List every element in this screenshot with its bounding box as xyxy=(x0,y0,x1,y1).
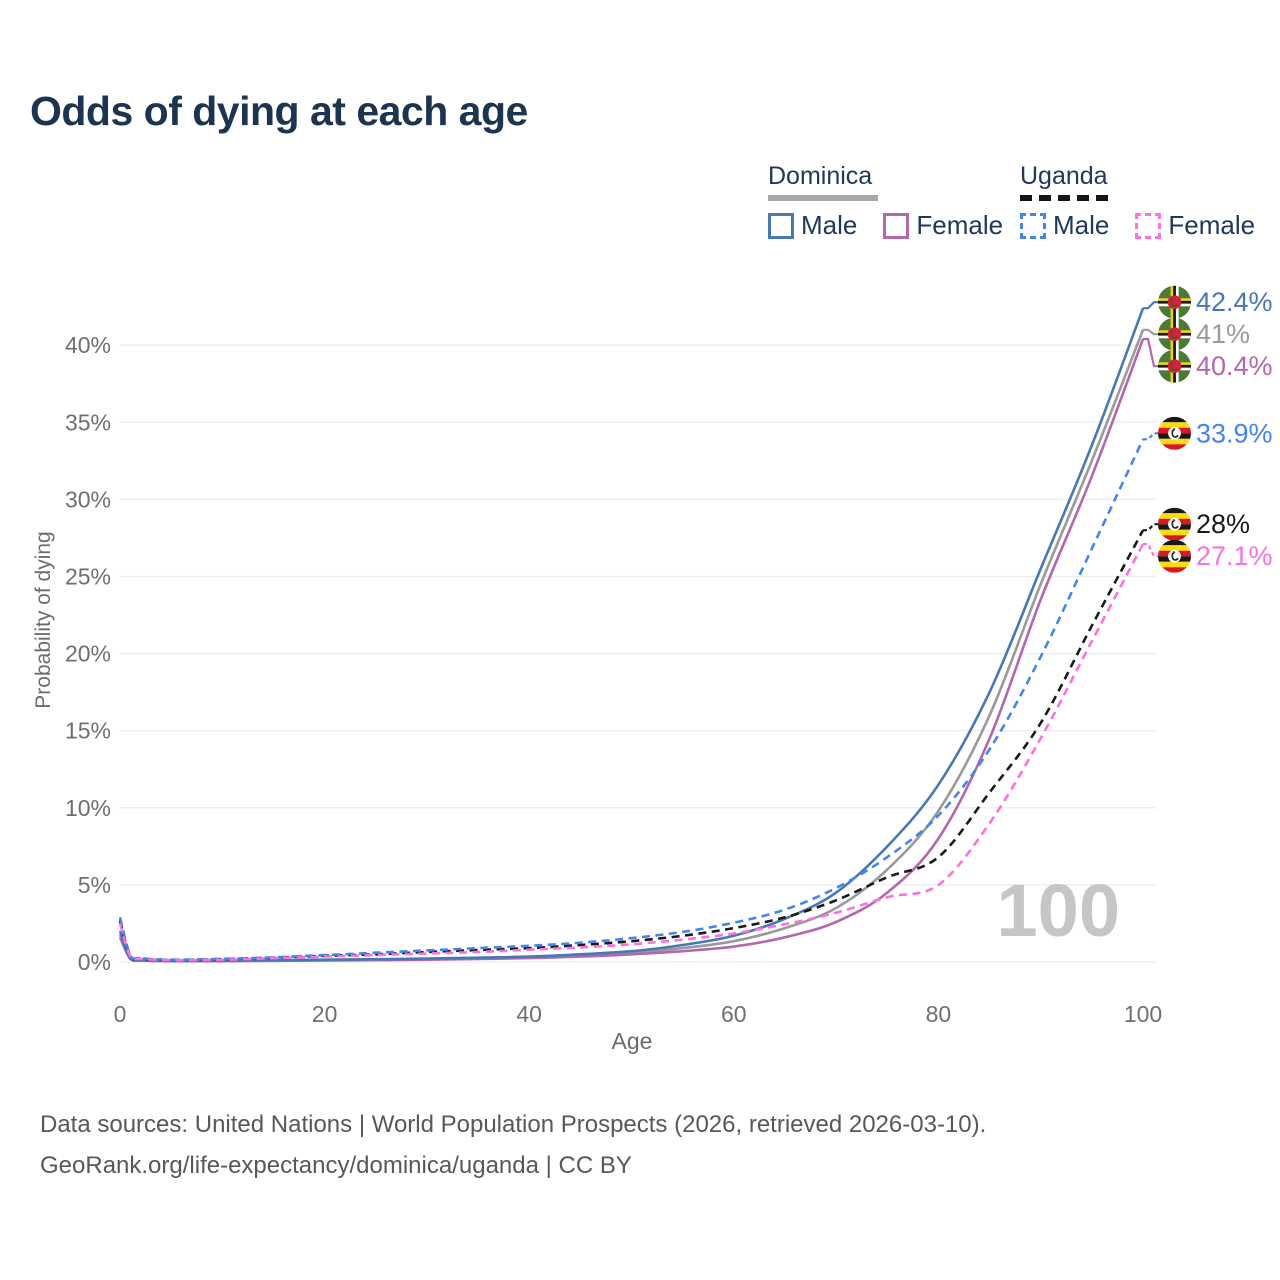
end-label-layer: 42.4%41%40.4% 33.9% 28%27.1% xyxy=(1143,286,1273,573)
series-line-dominica-male[interactable] xyxy=(118,307,1145,963)
dominica-flag-icon xyxy=(1158,318,1191,351)
legend-group-dominica-name: Dominica xyxy=(768,162,873,190)
x-axis-label: Age xyxy=(611,1028,653,1054)
grid-layer xyxy=(119,344,1156,963)
chart-title: Odds of dying at each age xyxy=(30,88,528,134)
legend-label-uganda-male: Male xyxy=(1053,210,1110,240)
series-line-uganda-all[interactable] xyxy=(118,529,1145,962)
end-label-uganda-all: 28% xyxy=(1143,508,1250,541)
end-label-dominica-female: 40.4% xyxy=(1143,337,1273,383)
attribution-text: GeoRank.org/life-expectancy/dominica/uga… xyxy=(40,1152,632,1179)
leader-line xyxy=(1143,523,1158,532)
end-value-label: 27.1% xyxy=(1196,541,1273,571)
leader-line xyxy=(1143,337,1158,368)
end-value-label: 33.9% xyxy=(1196,418,1273,448)
x-tick-label: 40 xyxy=(516,1001,542,1027)
footer: Data sources: United Nations | World Pop… xyxy=(40,1104,986,1186)
x-tick-label: 100 xyxy=(1124,1001,1162,1027)
y-tick-label: 25% xyxy=(65,564,111,590)
legend-label-uganda-female: Female xyxy=(1168,210,1256,240)
y-tick-label: 15% xyxy=(65,718,111,744)
end-value-label: 42.4% xyxy=(1196,287,1273,317)
leader-line xyxy=(1143,432,1158,441)
axis-tick-labels: 0% 5% 10% 15% 20% 25% 30% 35% 40% 0 20 40 60 80 100 xyxy=(65,332,1162,1027)
end-value-label: 41% xyxy=(1196,319,1250,349)
y-tick-label: 20% xyxy=(65,641,111,667)
dominica-flag-icon xyxy=(1158,350,1191,383)
uganda-flag-icon xyxy=(1158,417,1191,450)
data-sources-text: Data sources: United Nations | World Pop… xyxy=(40,1111,987,1138)
x-tick-label: 0 xyxy=(114,1001,127,1027)
y-tick-label: 30% xyxy=(65,486,111,512)
legend-item-uganda-male[interactable]: Male xyxy=(1020,210,1109,241)
legend-item-dominica-male[interactable]: Male xyxy=(768,210,857,241)
y-tick-label: 40% xyxy=(65,332,111,358)
y-tick-label: 35% xyxy=(65,409,111,435)
dominica-line-swatch xyxy=(768,195,878,201)
x-tick-label: 80 xyxy=(926,1001,952,1027)
uganda-female-swatch-icon xyxy=(1135,212,1162,239)
legend-item-uganda-female[interactable]: Female xyxy=(1135,210,1255,241)
end-label-dominica-all: 41% xyxy=(1143,318,1250,351)
dominica-female-swatch-icon xyxy=(883,212,910,239)
uganda-flag-icon xyxy=(1158,508,1191,541)
plot-area xyxy=(118,307,1145,963)
legend-group-uganda-name: Uganda xyxy=(1020,162,1108,190)
series-line-dominica-female[interactable] xyxy=(118,338,1145,963)
series-line-uganda-female[interactable] xyxy=(118,543,1145,962)
watermark-age-100: 100 xyxy=(996,869,1120,952)
uganda-line-swatch xyxy=(1020,195,1108,201)
dominica-flag-icon xyxy=(1158,286,1191,319)
y-axis-label: Probability of dying xyxy=(32,531,55,709)
legend-label-dominica-male: Male xyxy=(801,210,858,240)
x-tick-label: 20 xyxy=(312,1001,338,1027)
dominica-male-swatch-icon xyxy=(768,212,794,239)
end-label-uganda-female: 27.1% xyxy=(1143,540,1273,573)
uganda-male-swatch-icon xyxy=(1020,212,1046,239)
legend-group-uganda: Uganda Male Female xyxy=(1020,162,1280,241)
y-tick-label: 10% xyxy=(65,795,111,821)
x-tick-label: 60 xyxy=(721,1001,747,1027)
series-line-uganda-male[interactable] xyxy=(118,438,1145,962)
legend-label-dominica-female: Female xyxy=(916,210,1004,240)
end-label-dominica-male: 42.4% xyxy=(1143,286,1273,319)
leader-line xyxy=(1143,543,1158,558)
leader-line xyxy=(1143,301,1158,310)
end-label-uganda-male: 33.9% xyxy=(1143,417,1273,450)
legend-group-dominica: Dominica Male Female xyxy=(768,162,1029,241)
y-tick-label: 5% xyxy=(78,872,111,898)
end-value-label: 28% xyxy=(1196,509,1250,539)
y-tick-label: 0% xyxy=(78,949,111,975)
end-value-label: 40.4% xyxy=(1196,351,1273,381)
legend-item-dominica-female[interactable]: Female xyxy=(883,210,1003,241)
leader-line xyxy=(1143,328,1158,336)
uganda-flag-icon xyxy=(1158,540,1191,573)
series-line-dominica-all[interactable] xyxy=(118,329,1145,963)
